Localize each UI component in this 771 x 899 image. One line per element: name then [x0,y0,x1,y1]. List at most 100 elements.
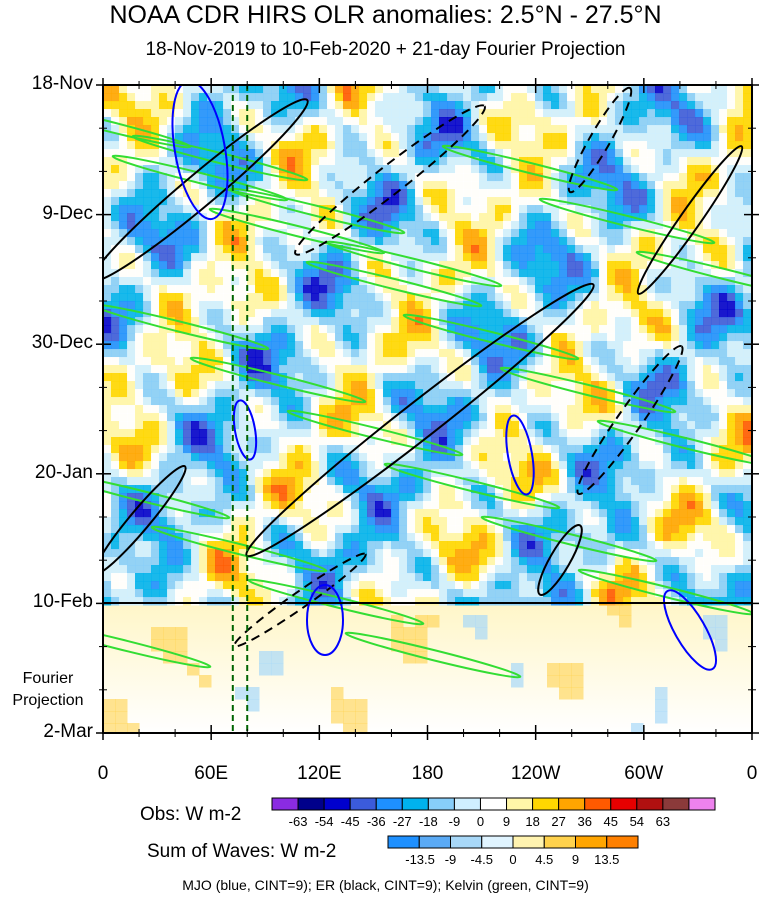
olr-cell [471,133,480,142]
olr-cell [519,205,528,214]
olr-cell [535,373,544,382]
olr-cell [263,477,272,486]
olr-cell [183,509,192,518]
olr-cell [343,461,352,470]
olr-cell [583,533,592,542]
olr-cell [495,437,504,446]
olr-cell [591,381,600,390]
olr-cell [495,485,504,494]
olr-cell [711,325,720,334]
olr-cell [559,549,568,558]
olr-cell [319,357,328,366]
olr-cell [199,197,208,206]
olr-cell [263,141,272,150]
olr-cell [231,421,240,430]
olr-cell [543,221,552,230]
olr-cell [551,253,560,262]
olr-cell [583,141,592,150]
olr-cell [463,237,472,246]
olr-cell [231,445,240,454]
olr-cell [351,101,360,110]
olr-cell [711,149,720,158]
olr-cell [247,133,256,142]
olr-cell [231,261,240,270]
olr-cell [439,173,448,182]
olr-cell [135,221,144,230]
olr-cell [287,325,296,334]
olr-cell [287,125,296,134]
olr-cell [151,133,160,142]
olr-cell [503,405,512,414]
olr-cell [367,525,376,534]
olr-cell [543,245,552,254]
olr-cell [711,125,720,134]
olr-cell [623,413,632,422]
olr-cell [391,533,400,542]
olr-cell [591,325,600,334]
olr-cell [103,149,112,158]
olr-cell [167,381,176,390]
olr-cell [231,373,240,382]
olr-cell [719,205,728,214]
olr-cell [687,357,696,366]
olr-cell [239,309,248,318]
olr-cell [159,293,168,302]
olr-cell [551,301,560,310]
olr-cell [103,557,112,566]
olr-cell [239,221,248,230]
olr-cell [639,269,648,278]
olr-cell [631,197,640,206]
olr-cell [455,501,464,510]
olr-cell [415,101,424,110]
olr-cell [615,501,624,510]
olr-cell [399,269,408,278]
olr-cell [647,205,656,214]
olr-cell [423,165,432,174]
olr-cell [711,557,720,566]
olr-cell [263,109,272,118]
olr-cell [519,165,528,174]
olr-cell [407,173,416,182]
olr-cell [207,525,216,534]
olr-cell [583,173,592,182]
olr-cell [359,189,368,198]
olr-cell [263,101,272,110]
olr-cell [463,157,472,166]
olr-cell [559,405,568,414]
olr-cell [615,173,624,182]
olr-cell [631,333,640,342]
olr-cell [535,557,544,566]
olr-cell [287,181,296,190]
olr-cell [111,237,120,246]
olr-cell [367,197,376,206]
olr-cell [639,293,648,302]
olr-cell [351,189,360,198]
olr-cell [639,373,648,382]
olr-cell [519,557,528,566]
olr-cell [327,141,336,150]
olr-cell [223,461,232,470]
olr-cell [687,293,696,302]
olr-cell [479,253,488,262]
olr-cell [263,117,272,126]
olr-cell [599,253,608,262]
olr-cell [383,269,392,278]
olr-cell [359,389,368,398]
olr-cell [719,517,728,526]
olr-cell [743,197,752,206]
olr-cell [503,109,512,118]
olr-cell [679,221,688,230]
olr-cell [455,173,464,182]
olr-cell [503,165,512,174]
olr-cell [455,517,464,526]
olr-cell [367,213,376,222]
olr-cell [383,317,392,326]
olr-cell [423,301,432,310]
olr-cell [463,517,472,526]
olr-cell [711,445,720,454]
olr-cell [695,285,704,294]
olr-cell [303,221,312,230]
olr-cell [511,141,520,150]
olr-cell [439,429,448,438]
olr-cell [159,93,168,102]
